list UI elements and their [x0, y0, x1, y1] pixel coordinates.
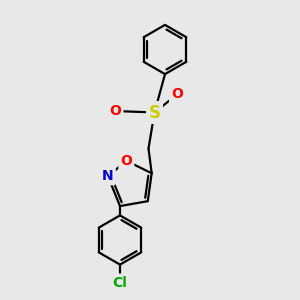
- Text: Cl: Cl: [112, 276, 128, 289]
- Text: N: N: [102, 169, 114, 183]
- Text: S: S: [148, 103, 160, 122]
- Text: O: O: [110, 104, 122, 118]
- Text: O: O: [120, 154, 132, 168]
- Text: O: O: [171, 88, 183, 101]
